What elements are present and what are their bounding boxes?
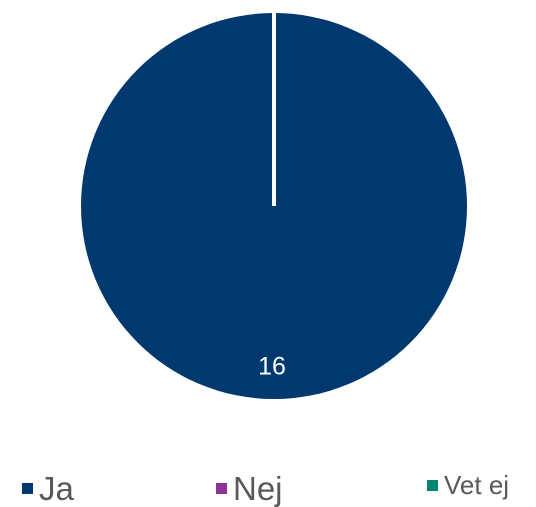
- legend-item-ja: Ja: [22, 472, 74, 505]
- legend-item-vet-ej: Vet ej: [427, 472, 509, 498]
- legend-label-nej: Nej: [233, 470, 283, 507]
- legend-swatch-ja: [22, 483, 33, 494]
- legend-item-nej: Nej: [216, 472, 283, 505]
- legend-swatch-vet-ej: [427, 479, 438, 491]
- pie-chart: 16: [81, 12, 467, 399]
- legend-swatch-nej: [216, 483, 227, 494]
- legend-label-vet-ej: Vet ej: [444, 470, 510, 500]
- pie-slices: [81, 12, 467, 399]
- legend-label-ja: Ja: [39, 470, 74, 507]
- data-label-ja: 16: [258, 353, 286, 381]
